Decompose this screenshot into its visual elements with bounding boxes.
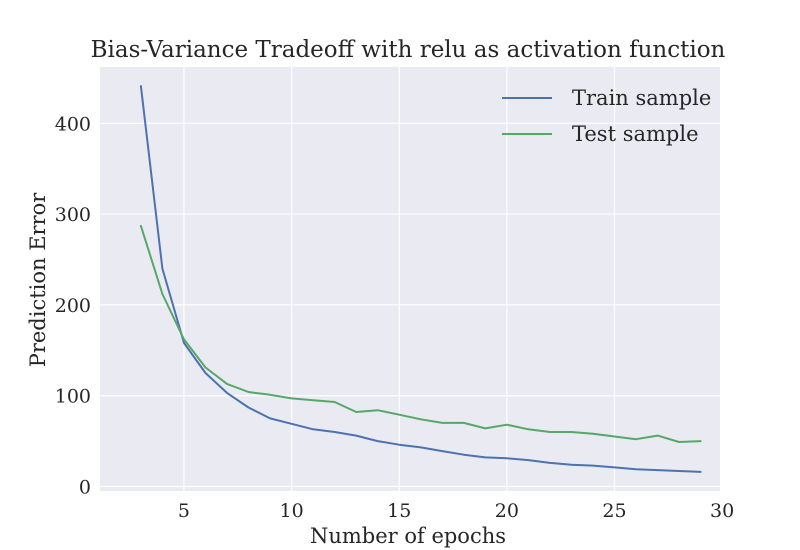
x-tick-label: 30 xyxy=(710,500,734,522)
series-layer xyxy=(139,85,702,473)
y-axis-label: Prediction Error xyxy=(26,192,50,368)
x-tick-label: 25 xyxy=(602,500,626,522)
y-tick-label: 300 xyxy=(55,204,91,226)
chart-title: Bias-Variance Tradeoff with relu as acti… xyxy=(91,37,726,63)
series-line-test xyxy=(139,224,702,443)
x-tick-label: 20 xyxy=(495,500,519,522)
y-tick-label: 0 xyxy=(79,476,91,498)
legend: Train sample Test sample xyxy=(502,86,711,146)
legend-label-test: Test sample xyxy=(572,122,699,146)
x-tick-label: 5 xyxy=(178,500,190,522)
plot-area xyxy=(100,67,720,491)
gridlines xyxy=(100,67,723,491)
legend-label-train: Train sample xyxy=(572,86,711,110)
y-tick-label: 400 xyxy=(55,113,91,135)
x-axis-label: Number of epochs xyxy=(310,524,506,548)
y-tick-label: 100 xyxy=(55,386,91,408)
series-line-train xyxy=(139,85,702,473)
x-axis-ticks: 5 10 15 20 25 30 xyxy=(178,500,734,522)
y-axis-ticks: 0 100 200 300 400 xyxy=(55,113,91,498)
x-tick-label: 10 xyxy=(280,500,304,522)
x-tick-label: 15 xyxy=(387,500,411,522)
y-tick-label: 200 xyxy=(55,295,91,317)
